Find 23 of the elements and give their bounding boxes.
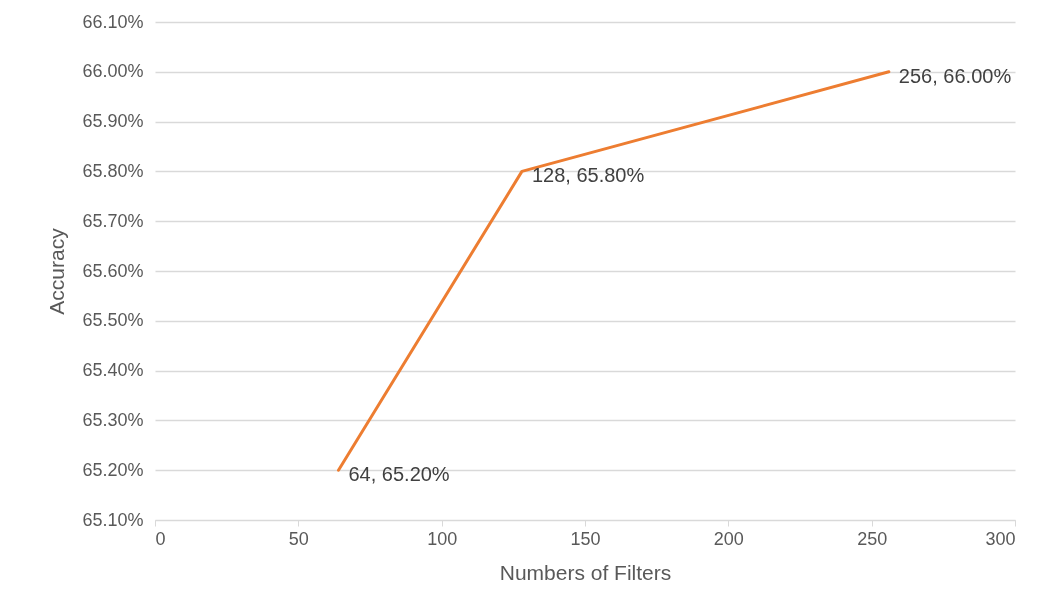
- x-tick-label: 300: [985, 528, 1016, 549]
- x-tick-label: 100: [427, 528, 458, 549]
- y-tick-label: 65.80%: [82, 160, 144, 181]
- x-tick-label: 0: [155, 528, 166, 549]
- data-label: 256, 66.00%: [898, 64, 1012, 87]
- y-tick-label: 65.50%: [82, 310, 144, 331]
- y-tick-label: 65.10%: [82, 509, 144, 530]
- y-tick-label: 65.20%: [82, 459, 144, 480]
- data-label: 64, 65.20%: [348, 463, 450, 486]
- y-tick-label: 65.60%: [82, 260, 144, 281]
- x-tick-label: 50: [288, 528, 309, 549]
- x-tick-label: 250: [857, 528, 888, 549]
- data-label: 128, 65.80%: [531, 164, 645, 187]
- x-tick-label: 150: [570, 528, 601, 549]
- x-tick-label: 200: [713, 528, 744, 549]
- y-tick-label: 65.30%: [82, 409, 144, 430]
- y-tick-label: 65.40%: [82, 360, 144, 381]
- y-tick-label: 66.10%: [82, 11, 144, 32]
- y-tick-label: 65.70%: [82, 210, 144, 231]
- y-tick-label: 65.90%: [82, 111, 144, 132]
- y-axis-title: Accuracy: [45, 227, 69, 315]
- y-tick-label: 66.00%: [82, 61, 144, 82]
- x-axis-title: Numbers of Filters: [499, 560, 672, 584]
